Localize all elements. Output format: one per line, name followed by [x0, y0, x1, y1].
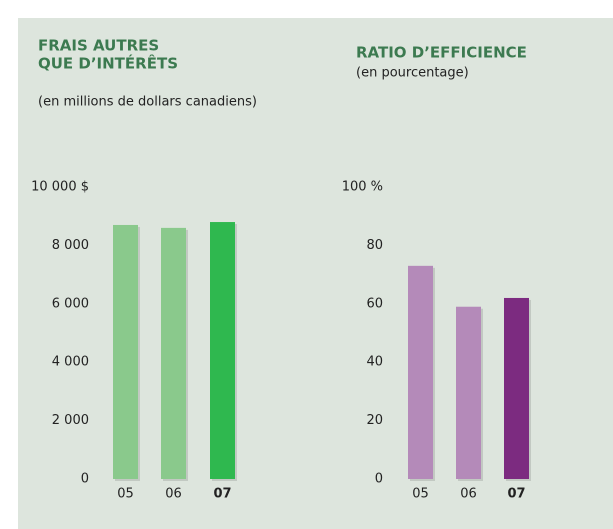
- y-tick-label: 4 000: [52, 355, 89, 370]
- bar: [113, 224, 138, 479]
- bar: [161, 227, 186, 479]
- bar: [504, 297, 529, 479]
- x-tick-label: 06: [460, 487, 477, 502]
- y-tick-label: 6 000: [52, 296, 89, 311]
- bar: [210, 222, 235, 480]
- chart-title: FRAIS AUTRES: [38, 37, 159, 55]
- y-tick-label: 80: [366, 238, 383, 253]
- x-tick-label: 06: [165, 487, 182, 502]
- x-tick-label: 07: [213, 487, 231, 502]
- chart-title: RATIO D’EFFICIENCE: [356, 44, 527, 62]
- y-tick-label: 60: [366, 296, 383, 311]
- y-tick-label: 2 000: [52, 413, 89, 428]
- x-tick-label: 05: [412, 487, 429, 502]
- x-tick-label: 07: [507, 487, 525, 502]
- y-tick-label: 40: [366, 355, 383, 370]
- y-tick-label: 20: [366, 413, 383, 428]
- y-tick-label: 10 000 $: [31, 180, 89, 195]
- bar: [408, 265, 433, 479]
- y-tick-label: 8 000: [52, 238, 89, 253]
- x-tick-label: 05: [117, 487, 134, 502]
- bar: [456, 306, 481, 479]
- chart-title: QUE D’INTÉRÊTS: [38, 54, 178, 73]
- chart-subtitle: (en pourcentage): [356, 66, 469, 81]
- y-tick-label: 100 %: [342, 180, 383, 195]
- chart-subtitle: (en millions de dollars canadiens): [38, 95, 257, 110]
- y-tick-label: 0: [81, 472, 89, 487]
- y-tick-label: 0: [375, 472, 383, 487]
